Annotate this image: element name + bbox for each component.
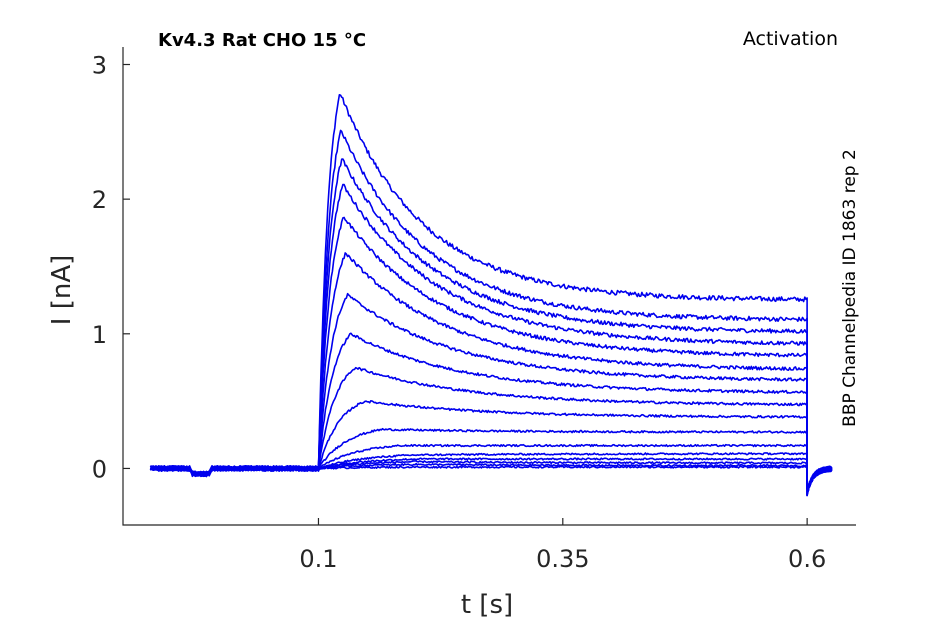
trace-line bbox=[149, 94, 833, 490]
trace-group bbox=[149, 94, 833, 497]
x-axis-title: t [s] bbox=[461, 590, 513, 620]
protocol-label: Activation bbox=[743, 28, 838, 50]
trace-line bbox=[150, 427, 832, 491]
trace-line bbox=[149, 183, 833, 492]
axes-frame bbox=[122, 47, 856, 526]
trace-line bbox=[150, 332, 833, 493]
trace-line bbox=[149, 452, 832, 490]
trace-line bbox=[149, 292, 833, 494]
x-tick-label: 0.1 bbox=[299, 545, 337, 573]
trace-line bbox=[149, 216, 832, 490]
trace-line bbox=[150, 443, 833, 497]
x-tick-label: 0.35 bbox=[536, 545, 589, 573]
trace-line bbox=[150, 400, 833, 492]
source-label: BBP Channelpedia ID 1863 rep 2 bbox=[840, 149, 860, 427]
x-tick-label: 0.6 bbox=[788, 545, 826, 573]
trace-line bbox=[150, 457, 833, 490]
trace-line bbox=[150, 465, 833, 491]
y-tick-label: 0 bbox=[92, 455, 107, 483]
trace-line bbox=[149, 460, 833, 497]
trace-line bbox=[150, 366, 833, 497]
trace-line bbox=[149, 129, 832, 491]
y-axis-title: I [nA] bbox=[47, 255, 77, 325]
chart-title: Kv4.3 Rat CHO 15 °C bbox=[158, 30, 366, 51]
y-tick-label: 2 bbox=[92, 186, 107, 214]
axes-group: 0.1 0.35 0.6 0 1 2 3 bbox=[92, 47, 856, 573]
y-tick-label: 1 bbox=[92, 321, 107, 349]
y-tick-label: 3 bbox=[92, 52, 107, 80]
trace-line bbox=[149, 158, 833, 497]
trace-line bbox=[149, 252, 832, 497]
